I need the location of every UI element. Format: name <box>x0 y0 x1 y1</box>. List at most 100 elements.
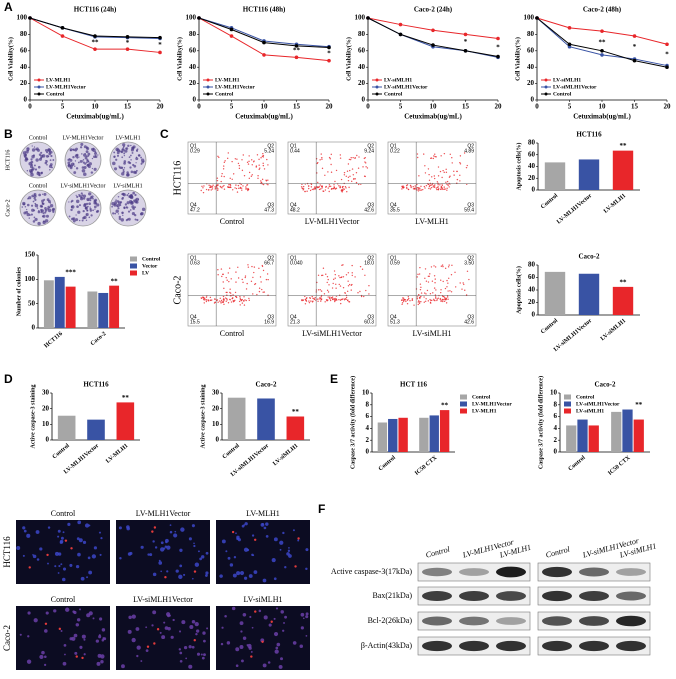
nucleus <box>280 657 283 661</box>
y-tick-label: 0 <box>32 324 36 332</box>
event-dot <box>401 185 403 188</box>
x-tick-label: 15 <box>462 103 470 111</box>
event-dot <box>418 302 421 305</box>
event-dot <box>231 178 233 181</box>
event-dot <box>262 183 265 186</box>
event-dot <box>222 185 224 188</box>
event-dot <box>241 278 243 281</box>
nucleus <box>63 643 67 647</box>
colony <box>70 205 75 209</box>
event-dot <box>251 265 253 268</box>
nucleus <box>273 577 277 581</box>
nucleus <box>302 617 305 620</box>
panel-label: A <box>4 0 13 14</box>
event-dot <box>262 152 264 155</box>
colony <box>73 171 77 174</box>
nucleus <box>131 614 136 619</box>
event-dot <box>317 181 319 184</box>
event-dot <box>241 302 244 304</box>
event-dot <box>406 186 408 189</box>
event-dot <box>433 155 435 157</box>
event-dot <box>258 168 260 171</box>
nucleus <box>84 523 90 528</box>
nucleus <box>250 650 253 653</box>
colony <box>131 151 134 154</box>
legend-swatch <box>460 394 467 400</box>
event-dot <box>220 186 222 188</box>
quadrant-value: 0.22 <box>390 148 400 154</box>
nucleus <box>300 612 305 617</box>
event-dot <box>235 296 238 298</box>
y-tick-label: 20 <box>527 79 535 87</box>
y-tick-label: 10 <box>550 389 558 397</box>
y-tick-label: 30 <box>42 389 50 397</box>
event-dot <box>241 189 243 191</box>
y-tick-label: 10 <box>212 420 220 428</box>
event-dot <box>223 161 226 164</box>
event-dot <box>216 299 219 301</box>
nucleus <box>88 611 93 616</box>
quadrant-label: Q3 <box>467 314 474 320</box>
colony <box>67 163 71 167</box>
nucleus <box>127 629 132 634</box>
colony <box>141 160 145 164</box>
event-dot <box>320 188 322 190</box>
event-dot <box>450 274 453 276</box>
nucleus <box>60 630 63 632</box>
colony <box>140 162 143 165</box>
nucleus <box>16 546 21 550</box>
nucleus <box>243 576 248 580</box>
column-label: Control <box>51 509 76 518</box>
event-dot <box>445 171 448 174</box>
event-dot <box>227 152 229 154</box>
event-dot <box>440 265 443 267</box>
event-dot <box>334 277 336 279</box>
event-dot <box>242 281 244 284</box>
event-dot <box>227 272 230 274</box>
significance: * <box>126 39 130 47</box>
nucleus <box>200 653 203 656</box>
nucleus <box>170 635 174 639</box>
plot-label: LV-MLH1 <box>415 217 449 226</box>
nucleus <box>99 617 103 621</box>
event-dot <box>411 298 414 300</box>
event-dot <box>442 265 444 268</box>
colony <box>120 218 124 222</box>
bar <box>54 276 65 328</box>
event-dot <box>327 187 329 189</box>
nucleus <box>196 652 201 656</box>
event-dot <box>419 296 421 299</box>
quadrant-value: 35.5 <box>390 207 400 213</box>
event-dot <box>324 301 326 303</box>
bar <box>566 425 577 452</box>
x-axis-label: Cetuximab(ug/mL) <box>573 113 631 121</box>
nucleus <box>275 607 279 610</box>
event-dot <box>258 290 261 293</box>
event-dot <box>243 296 245 298</box>
event-dot <box>342 189 344 192</box>
event-dot <box>446 279 448 282</box>
y-tick-label: 30 <box>212 389 220 397</box>
event-dot <box>244 299 246 301</box>
legend-swatch <box>37 92 41 96</box>
event-dot <box>433 175 436 177</box>
y-axis-label: Active caspase-3 staining <box>30 385 36 449</box>
nucleus <box>149 553 153 557</box>
event-dot <box>418 300 420 302</box>
event-dot <box>329 185 332 188</box>
nucleus <box>236 571 241 576</box>
colony <box>114 201 118 205</box>
legend-swatch <box>544 85 548 89</box>
column-label: LV-siMLH1Vector <box>133 595 193 604</box>
event-dot <box>203 302 205 304</box>
event-dot <box>326 275 329 278</box>
event-dot <box>320 296 322 298</box>
event-dot <box>434 153 436 155</box>
nucleus <box>79 645 83 649</box>
nucleus <box>83 638 86 641</box>
colony <box>121 156 124 159</box>
event-dot <box>334 297 336 300</box>
quadrant-value: 66.7 <box>264 260 274 266</box>
y-tick-label: 0 <box>362 96 366 104</box>
